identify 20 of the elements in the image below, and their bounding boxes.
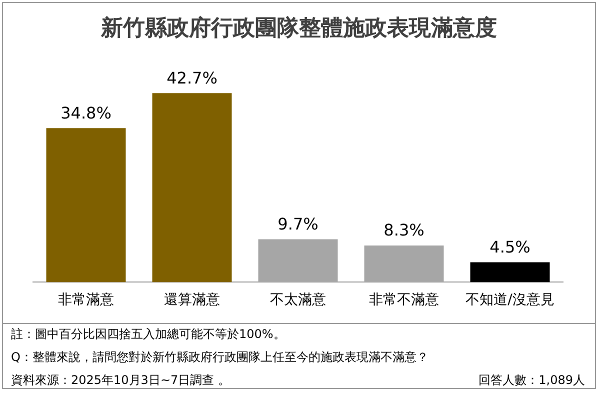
data-label: 34.8% [60, 103, 112, 122]
data-label: 9.7% [278, 214, 318, 234]
x-tick-label: 不太滿意 [270, 292, 326, 308]
bar [470, 262, 550, 282]
bar [364, 245, 444, 282]
x-tick-label: 不知道/沒意見 [466, 292, 554, 308]
text: 回答人數：1,089人 [478, 372, 585, 389]
chart-title: 新竹縣政府行政團隊整體施政表現滿意度 [100, 14, 498, 43]
text: Q：整體來說，請問您對於新竹縣政府行政團隊上任至今的施政表現滿不滿意？ [11, 349, 428, 366]
x-tick-label: 非常不滿意 [369, 292, 439, 308]
x-tick-label: 非常滿意 [58, 292, 114, 308]
bar [152, 93, 232, 282]
x-tick-label: 還算滿意 [164, 292, 220, 308]
text: 註：圖中百分比因四捨五入加總可能不等於100%。 [11, 326, 286, 343]
data-label: 4.5% [490, 237, 530, 256]
bar [46, 128, 126, 282]
data-label: 42.7% [166, 68, 218, 88]
bar [258, 239, 338, 282]
data-label: 8.3% [384, 220, 424, 240]
source-note: 資料來源：2025年10月3日~7日調查 。 [11, 372, 230, 389]
